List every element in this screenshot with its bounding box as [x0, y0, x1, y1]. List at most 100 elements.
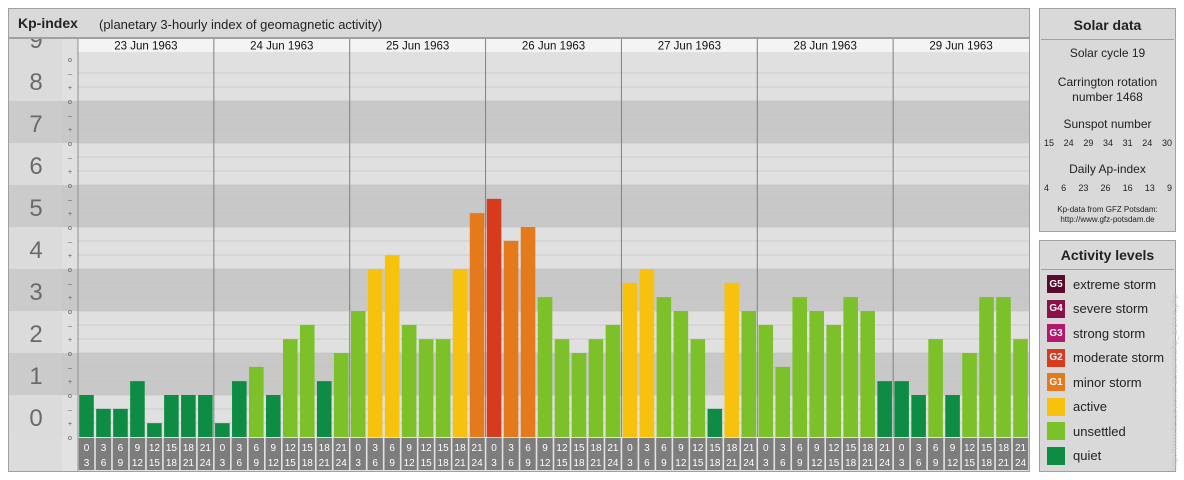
activity-level-label: quiet	[1073, 448, 1102, 463]
hour-cell	[622, 438, 638, 470]
kp-bar	[520, 227, 536, 437]
hour-cell	[809, 438, 825, 470]
day-label: 29 Jun 1963	[929, 41, 992, 53]
activity-level-label: active	[1073, 399, 1107, 414]
hour-cell	[367, 438, 383, 470]
hour-label-end: 3	[763, 458, 769, 469]
hour-label-start: 3	[780, 443, 786, 454]
day-label: 24 Jun 1963	[250, 41, 313, 53]
kp-band	[9, 353, 1029, 395]
chart-title: Kp-index	[18, 15, 78, 31]
activity-level-swatch	[1047, 446, 1065, 465]
y-subtick-label: o	[68, 57, 72, 64]
kp-bar	[367, 269, 383, 437]
hour-label-end: 6	[644, 458, 650, 469]
hour-label-start: 21	[1015, 443, 1027, 454]
hour-label-end: 24	[879, 458, 891, 469]
hour-label-end: 24	[1015, 458, 1027, 469]
y-subtick-label: +	[68, 169, 72, 176]
hour-label-start: 3	[644, 443, 650, 454]
hour-label-end: 12	[811, 458, 823, 469]
hour-label-end: 21	[319, 458, 331, 469]
y-subtick-label: +	[68, 379, 72, 386]
hour-label-start: 15	[709, 443, 721, 454]
y-subtick-label: –	[68, 407, 72, 414]
y-tick-label: 6	[29, 153, 42, 180]
hour-label-start: 6	[254, 443, 260, 454]
kp-band	[9, 59, 1029, 101]
source-line1: Kp-data from GFZ Potsdam:	[1057, 205, 1158, 214]
hour-cell	[571, 438, 587, 470]
hour-cell	[520, 438, 536, 470]
y-tick-label: 2	[29, 321, 42, 348]
hour-label-start: 9	[271, 443, 277, 454]
hour-cell	[758, 438, 774, 470]
activity-levels-title: Activity levels	[1060, 247, 1155, 263]
activity-level-item: active	[1047, 397, 1107, 417]
hour-label-end: 24	[607, 458, 619, 469]
kp-bar	[588, 339, 604, 437]
solar-data-title: Solar data	[1073, 17, 1142, 33]
y-subtick-label: –	[68, 323, 72, 330]
activity-level-item: G2 moderate storm	[1047, 348, 1164, 368]
hour-cell	[1012, 438, 1029, 470]
kp-bar	[113, 408, 128, 437]
y-subtick-label: –	[68, 239, 72, 246]
kp-bar	[266, 395, 281, 437]
kp-bar	[435, 339, 451, 437]
ap-number: 9	[1166, 183, 1172, 193]
kp-bar	[809, 311, 825, 437]
hour-label-start: 15	[573, 443, 585, 454]
activity-level-item: G5 extreme storm	[1047, 274, 1156, 294]
hour-cell	[299, 438, 315, 470]
kp-bar	[554, 339, 570, 437]
kp-bar	[215, 423, 230, 437]
activity-level-label: moderate storm	[1073, 350, 1165, 365]
activity-level-swatch	[1047, 422, 1065, 440]
hour-cell	[859, 438, 876, 470]
hour-label-start: 21	[472, 443, 484, 454]
hour-label-start: 0	[491, 443, 497, 454]
activity-level-label: strong storm	[1073, 325, 1146, 341]
y-tick-label: 3	[29, 279, 42, 306]
hour-label-start: 6	[661, 443, 667, 454]
kp-bar	[792, 297, 808, 437]
hour-label-start: 9	[678, 443, 684, 454]
carrington-rotation-line2: number 1468	[1072, 90, 1143, 104]
hour-label-end: 21	[590, 458, 602, 469]
hour-label-end: 6	[101, 458, 107, 469]
kp-bar	[639, 269, 655, 437]
hour-cell	[333, 438, 349, 470]
hour-label-end: 3	[220, 458, 226, 469]
source-link[interactable]: http://www.gfz-potsdam.de	[1060, 215, 1155, 224]
y-subtick-label: –	[68, 113, 72, 120]
y-axis-strip	[9, 39, 62, 471]
hour-cell	[452, 438, 468, 470]
solar-data-panel: Solar data Solar cycle 19 Carrington rot…	[1039, 8, 1176, 232]
day-label: 26 Jun 1963	[522, 41, 585, 53]
hour-label-start: 12	[964, 443, 976, 454]
y-subtick-label: o	[68, 99, 72, 106]
kp-bar	[877, 381, 892, 437]
kp-bar	[690, 339, 706, 437]
y-subtick-label: +	[68, 85, 72, 92]
hour-label-end: 15	[964, 458, 976, 469]
sunspot-number: 31	[1122, 138, 1133, 148]
y-subtick-label: +	[68, 337, 72, 344]
kp-bar	[860, 311, 875, 437]
hour-label-end: 12	[268, 458, 280, 469]
activity-level-label: severe storm	[1073, 301, 1149, 316]
kp-chart: 23 Jun 1963 24 Jun 1963 25 Jun 1963 26 Jun …	[8, 38, 1030, 472]
activity-level-label: minor storm	[1073, 374, 1142, 390]
kp-bar	[130, 381, 145, 437]
hour-label-start: 3	[508, 443, 514, 454]
chart-subtitle: (planetary 3-hourly index of geomagnetic…	[99, 17, 383, 32]
hour-cell	[180, 438, 197, 470]
kp-bar	[1013, 339, 1028, 437]
y-subtick-label: –	[68, 365, 72, 372]
hour-cell	[537, 438, 553, 470]
ap-index-numbers: 4 6 23 26 16 13 9	[1044, 183, 1172, 193]
y-tick-label: 9	[29, 39, 42, 54]
y-subtick-label: +	[68, 295, 72, 302]
hour-label-end: 6	[508, 458, 514, 469]
